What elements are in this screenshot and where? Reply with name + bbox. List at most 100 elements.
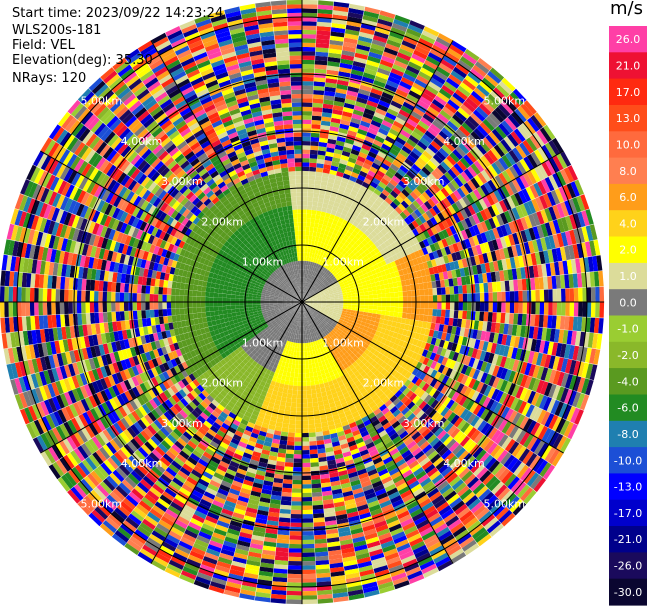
velocity-gate: [302, 64, 314, 69]
velocity-gate: [9, 287, 14, 302]
velocity-gate: [257, 297, 261, 300]
velocity-gate: [398, 292, 403, 297]
velocity-gate: [296, 192, 302, 196]
velocity-gate: [222, 306, 227, 310]
velocity-gate: [445, 287, 450, 295]
velocity-gate: [214, 302, 218, 307]
velocity-gate: [150, 310, 155, 318]
velocity-gate: [462, 285, 467, 294]
velocity-gate: [206, 317, 211, 323]
velocity-gate: [197, 307, 202, 313]
velocity-gate: [214, 293, 219, 298]
velocity-gate: [244, 299, 248, 302]
velocity-gate: [282, 111, 292, 116]
velocity-gate: [433, 295, 438, 302]
velocity-gate: [386, 293, 391, 298]
velocity-gate: [302, 167, 309, 172]
velocity-gate: [479, 283, 484, 293]
velocity-gate: [302, 73, 314, 78]
velocity-gate: [171, 295, 175, 302]
velocity-gate: [261, 298, 266, 300]
velocity-gate: [210, 292, 215, 297]
velocity-gate: [454, 286, 459, 294]
velocity-gate: [289, 180, 295, 185]
velocity-gate: [570, 288, 575, 302]
velocity-gate: [390, 293, 395, 298]
velocity-gate: [292, 111, 302, 116]
velocity-gate: [137, 285, 142, 294]
velocity-gate: [193, 285, 198, 291]
velocity-gate: [219, 315, 224, 320]
velocity-gate: [167, 302, 172, 309]
velocity-gate: [94, 313, 99, 324]
velocity-gate: [302, 81, 313, 86]
velocity-gate: [145, 294, 149, 302]
velocity-gate: [291, 94, 302, 99]
velocity-gate: [107, 312, 112, 322]
velocity-gate: [492, 282, 497, 292]
velocity-gate: [120, 302, 125, 311]
velocity-gate: [38, 288, 43, 301]
velocity-gate: [278, 69, 290, 74]
velocity-gate: [145, 302, 150, 310]
velocity-gate: [227, 294, 232, 298]
velocity-gate: [218, 289, 223, 294]
velocity-gate: [244, 296, 248, 299]
velocity-gate: [209, 302, 213, 307]
velocity-gate: [437, 288, 442, 295]
velocity-gate: [428, 289, 433, 296]
velocity-gate: [294, 222, 298, 227]
velocity-gate: [210, 307, 215, 312]
velocity-gate: [201, 286, 206, 292]
velocity-gate: [111, 282, 116, 292]
velocity-gate: [284, 215, 289, 220]
velocity-gate: [308, 240, 312, 245]
velocity-gate: [292, 240, 296, 245]
velocity-gate: [315, 215, 320, 220]
velocity-gate: [289, 175, 296, 180]
velocity-gate: [296, 239, 299, 244]
velocity-gate: [311, 137, 320, 142]
velocity-gate: [90, 280, 95, 291]
velocity-gate: [432, 288, 437, 295]
velocity-gate: [302, 209, 307, 213]
velocity-gate: [90, 313, 95, 324]
velocity-gate: [252, 297, 256, 300]
velocity-gate: [94, 302, 99, 313]
velocity-gate: [310, 223, 315, 228]
velocity-gate: [150, 302, 155, 310]
velocity-gate: [202, 317, 207, 323]
velocity-gate: [180, 296, 184, 302]
velocity-gate: [475, 284, 480, 293]
velocity-gate: [309, 235, 313, 240]
velocity-gate: [304, 257, 307, 261]
velocity-gate: [466, 285, 471, 294]
velocity-gate: [167, 288, 172, 295]
velocity-gate: [171, 309, 176, 316]
velocity-gate: [449, 286, 454, 294]
velocity-gate: [154, 287, 159, 295]
velocity-gate: [302, 137, 310, 142]
velocity-gate: [235, 295, 240, 299]
velocity-gate: [188, 296, 192, 302]
velocity-gate: [158, 287, 163, 295]
velocity-gate: [399, 297, 403, 302]
velocity-gate: [103, 292, 108, 302]
velocity-gate: [81, 313, 86, 324]
velocity-gate: [302, 180, 308, 184]
velocity-gate: [26, 302, 31, 316]
velocity-gate: [306, 222, 310, 227]
velocity-gate: [244, 305, 248, 308]
velocity-gate: [279, 81, 290, 86]
velocity-gate: [377, 294, 382, 298]
velocity-gate: [420, 289, 425, 295]
velocity-gate: [288, 30, 302, 35]
velocity-gate: [4, 286, 9, 301]
velocity-gate: [369, 298, 373, 302]
velocity-gate: [218, 293, 223, 298]
velocity-gate: [292, 107, 302, 112]
velocity-gate: [382, 298, 386, 302]
velocity-gate: [394, 292, 399, 297]
velocity-gate: [302, 103, 312, 108]
